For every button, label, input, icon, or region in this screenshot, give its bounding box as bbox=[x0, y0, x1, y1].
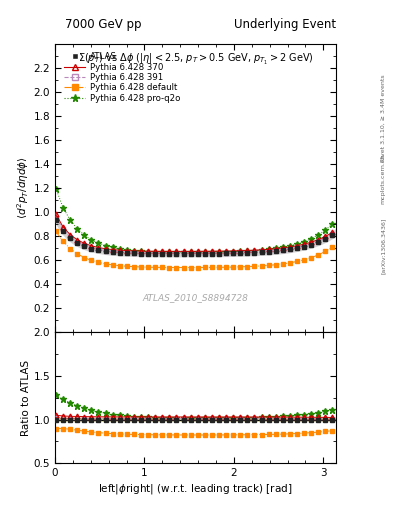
Text: mcplots.cern.ch: mcplots.cern.ch bbox=[381, 154, 386, 204]
Text: 7000 GeV pp: 7000 GeV pp bbox=[65, 18, 141, 31]
Text: ATLAS_2010_S8894728: ATLAS_2010_S8894728 bbox=[143, 293, 248, 302]
Text: $\Sigma(p_T)$ vs $\Delta\phi$ ($|\eta| < 2.5$, $p_T > 0.5$ GeV, $p_{T_1} > 2$ Ge: $\Sigma(p_T)$ vs $\Delta\phi$ ($|\eta| <… bbox=[77, 52, 314, 67]
Text: Underlying Event: Underlying Event bbox=[234, 18, 336, 31]
Legend: ATLAS, Pythia 6.428 370, Pythia 6.428 391, Pythia 6.428 default, Pythia 6.428 pr: ATLAS, Pythia 6.428 370, Pythia 6.428 39… bbox=[62, 51, 182, 104]
Text: [arXiv:1306.3436]: [arXiv:1306.3436] bbox=[381, 218, 386, 274]
X-axis label: left$|\phi$right$|$ (w.r.t. leading track) [rad]: left$|\phi$right$|$ (w.r.t. leading trac… bbox=[98, 482, 293, 497]
Text: Rivet 3.1.10, ≥ 3.4M events: Rivet 3.1.10, ≥ 3.4M events bbox=[381, 74, 386, 162]
Y-axis label: $\langle d^2 p_T / d\eta d\phi \rangle$: $\langle d^2 p_T / d\eta d\phi \rangle$ bbox=[15, 156, 31, 219]
Y-axis label: Ratio to ATLAS: Ratio to ATLAS bbox=[21, 360, 31, 436]
